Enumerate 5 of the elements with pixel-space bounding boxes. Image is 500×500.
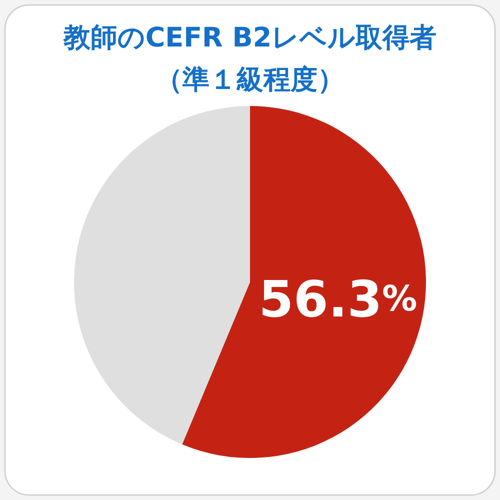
pie-slice: [74, 106, 250, 444]
pie-slice: [182, 106, 426, 458]
data-label: 56.3%: [258, 270, 418, 329]
chart-subtitle: （準１級程度）: [156, 64, 344, 96]
chart-title: 教師のCEFR B2レベル取得者: [62, 22, 437, 54]
